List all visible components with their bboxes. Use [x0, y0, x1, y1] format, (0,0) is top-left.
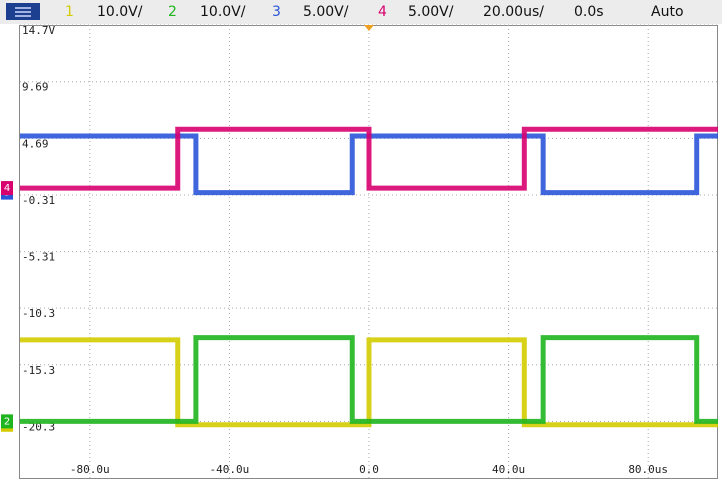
trigger-marker	[364, 25, 374, 31]
y-tick-label: -10.3	[22, 307, 55, 320]
y-tick-label: -5.31	[22, 251, 55, 264]
y-tick-label: -15.3	[22, 364, 55, 377]
x-tick-label: 80.0us	[628, 463, 668, 476]
y-tick-label: 4.69	[22, 137, 49, 150]
menu-icon	[15, 7, 31, 17]
channel-number[interactable]: 1	[65, 4, 74, 20]
x-tick-label: -80.0u	[70, 463, 110, 476]
x-tick-label: -40.0u	[210, 463, 250, 476]
trace	[20, 335, 718, 424]
channel-scale: 5.00V/	[303, 4, 349, 20]
channel-marker	[1, 181, 13, 196]
channel-scale: 10.0V/	[97, 4, 143, 20]
channel-number[interactable]: 3	[272, 4, 281, 20]
delay: 0.0s	[574, 4, 604, 20]
x-tick-label: 0.0	[359, 463, 379, 476]
trace	[20, 126, 718, 191]
trace	[20, 337, 718, 428]
header-bar	[0, 0, 722, 24]
y-tick-label: 9.69	[22, 81, 49, 94]
channel-marker-label: 2	[4, 416, 10, 427]
channel-scale: 10.0V/	[200, 4, 246, 20]
channel-number[interactable]: 4	[378, 4, 387, 20]
channel-marker	[1, 414, 13, 429]
channel-scale: 5.00V/	[408, 4, 454, 20]
channel-number[interactable]: 2	[168, 4, 177, 20]
x-tick-label: 40.0u	[492, 463, 525, 476]
channel-marker-label: 4	[4, 183, 10, 194]
y-tick-label: 14.7V	[22, 24, 55, 37]
trigger-mode: Auto	[651, 4, 684, 20]
y-tick-label: -0.31	[22, 194, 55, 207]
timebase: 20.00us/	[483, 4, 544, 20]
